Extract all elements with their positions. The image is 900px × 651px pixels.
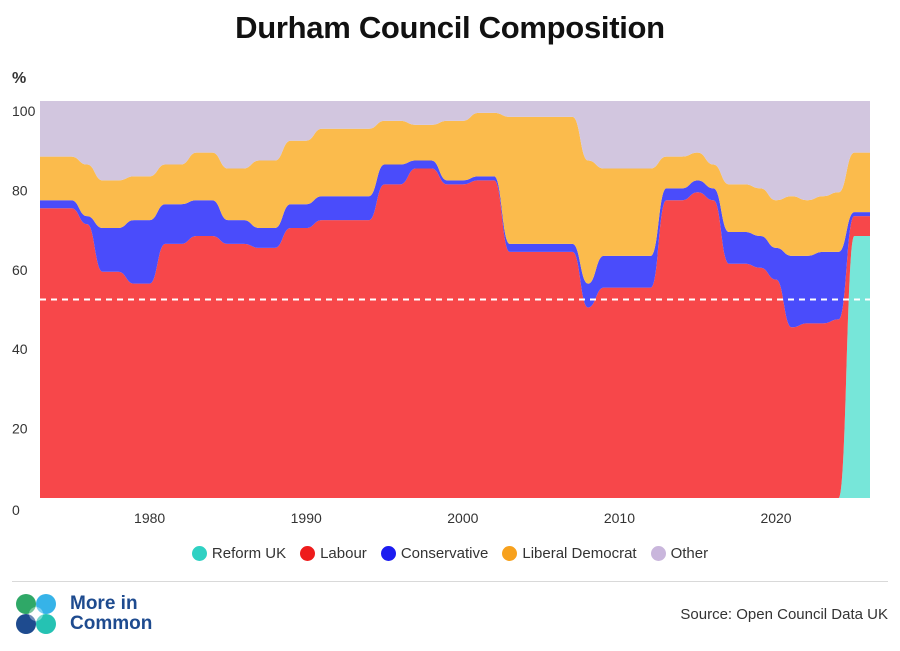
legend: Reform UK Labour Conservative Liberal De… [0,545,900,562]
axis-labels: 0 20 40 60 80 100 1980 1990 2000 2010 2020 [12,103,792,526]
area-other [40,101,870,201]
y-tick-label: 40 [12,341,28,357]
chart-title: Durham Council Composition [235,10,665,45]
y-tick-label: 80 [12,182,28,198]
legend-item-other[interactable]: Other [650,545,709,562]
y-tick-label: 0 [12,502,20,518]
y-tick-label: 20 [12,421,28,437]
legend-label: Conservative [400,545,489,562]
legend-swatch [191,546,207,561]
x-tick-label: 2020 [760,510,791,526]
area-conservative [40,160,870,328]
more-in-common-logo: More in Common [12,590,152,638]
legend-swatch [502,546,518,561]
legend-swatch [380,546,396,561]
legend-label: Other [670,545,709,562]
legend-label: Liberal Democrat [522,545,637,562]
source-note: Source: Open Council Data UK [680,606,888,623]
legend-swatch [650,546,666,561]
y-axis-unit-label: % [12,70,26,87]
x-tick-label: 2000 [447,510,478,526]
logo-line-1: More in [70,593,138,614]
logo-mark-icon [16,594,56,634]
x-tick-label: 2010 [604,510,635,526]
logo-wordmark: More in Common [70,594,152,634]
area-liberal-democrat [40,112,870,284]
legend-label: Reform UK [211,545,287,562]
x-tick-label: 1980 [134,510,165,526]
legend-label: Labour [320,545,367,562]
y-tick-label: 60 [12,262,28,278]
footer-divider [12,581,888,582]
y-tick-label: 100 [12,103,36,119]
area-labour [40,168,870,499]
stacked-areas [40,101,870,499]
legend-swatch [300,546,316,561]
x-tick-label: 1990 [291,510,322,526]
legend-item-conservative[interactable]: Conservative [380,545,489,562]
legend-item-labour[interactable]: Labour [300,545,367,562]
chart-plot: 0 20 40 60 80 100 1980 1990 2000 2010 2020 % [12,70,870,526]
logo-line-2: Common [70,613,153,634]
legend-item-liberal-democrat[interactable]: Liberal Democrat [502,545,637,562]
legend-item-reform-uk[interactable]: Reform UK [191,545,287,562]
